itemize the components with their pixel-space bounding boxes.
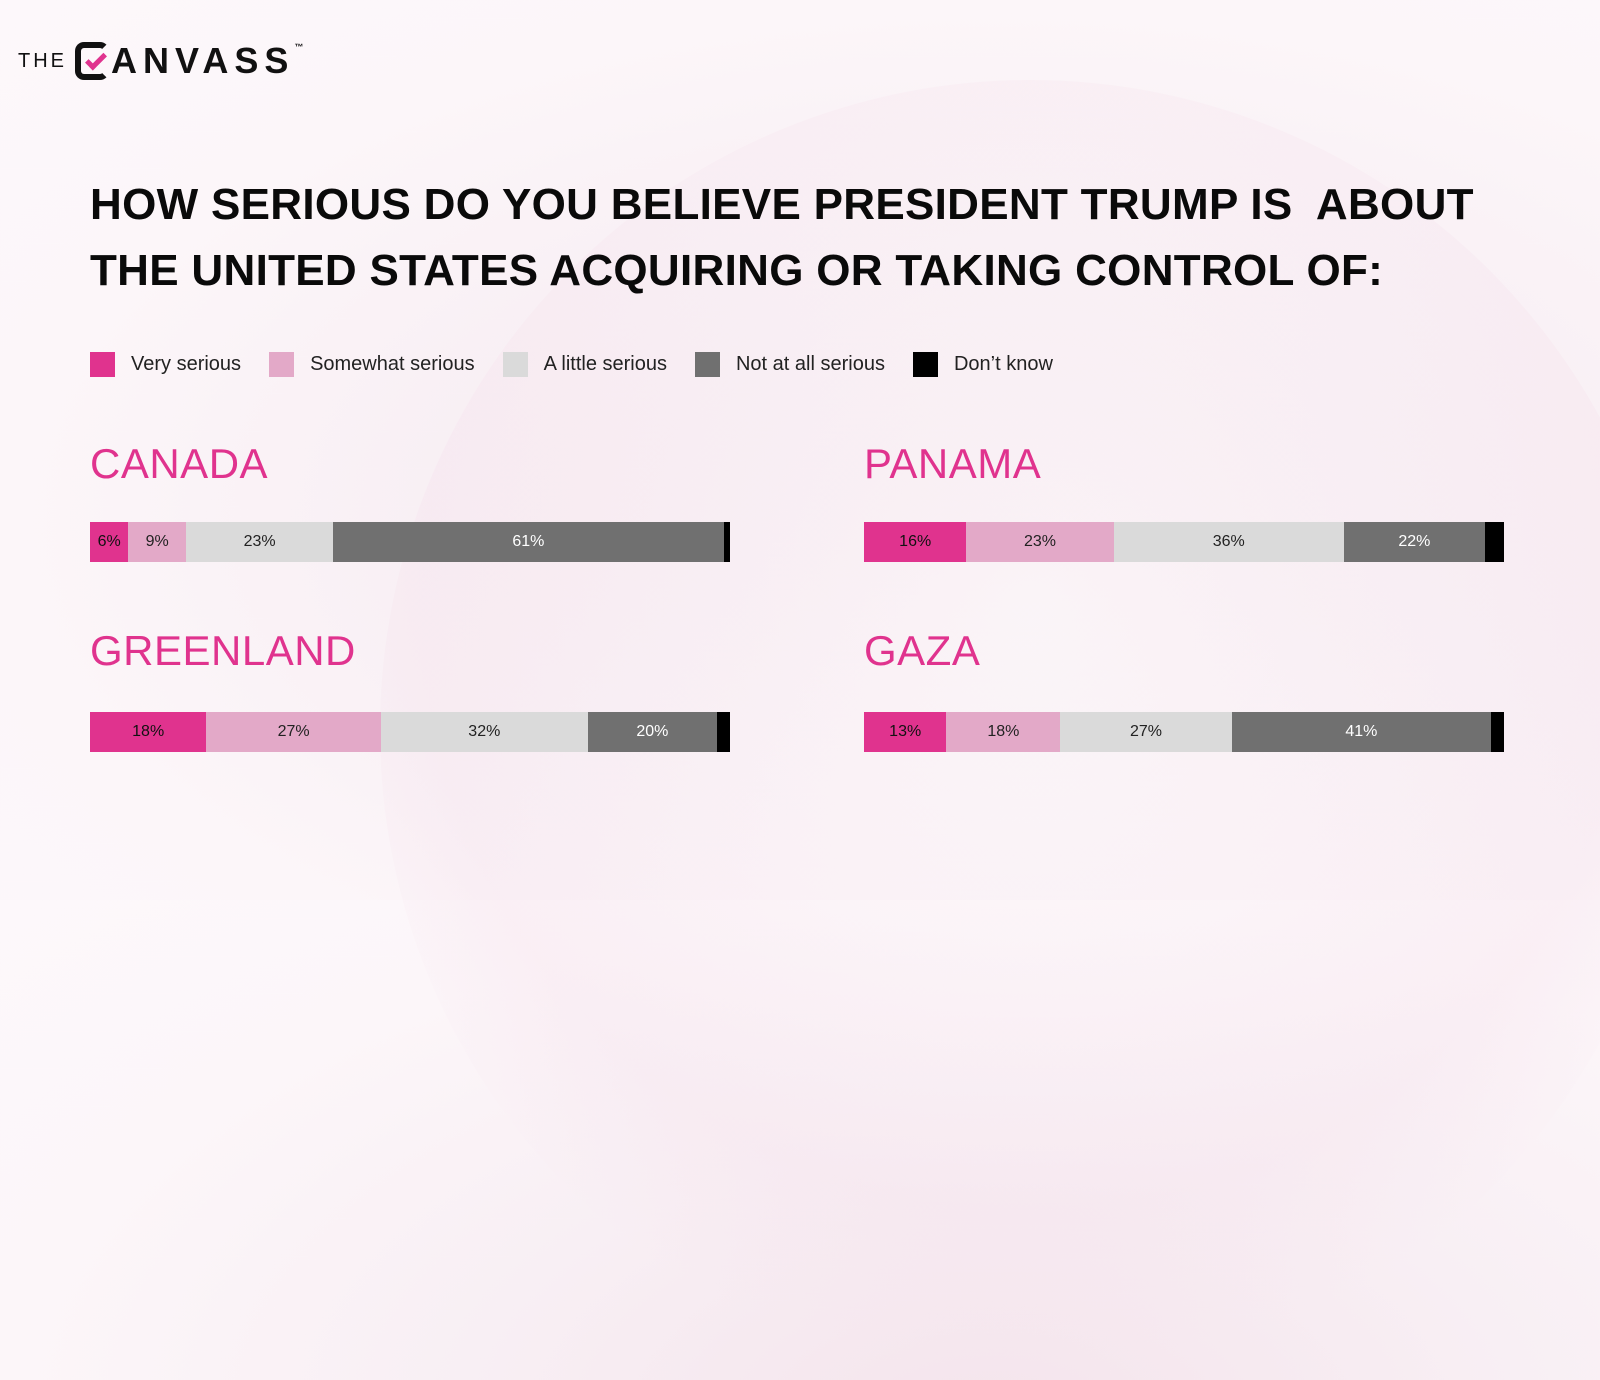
data-label: 27% <box>1129 723 1162 740</box>
chart-panel-panama: PANAMA 16% 23% 36% 22% <box>864 440 1504 562</box>
bar-segment: 20% <box>587 712 718 752</box>
category-label: PANAMA <box>864 440 1042 487</box>
bar-segment: 16% <box>864 522 967 562</box>
chart-title: HOW SERIOUS DO YOU BELIEVE PRESIDENT TRU… <box>90 172 1530 304</box>
bar-segment <box>1491 712 1504 752</box>
chart-title-line-1: HOW SERIOUS DO YOU BELIEVE PRESIDENT TRU… <box>90 180 1474 229</box>
legend-label: Don’t know <box>953 353 1053 375</box>
stacked-bar: 13% 18% 27% 41% <box>864 712 1504 752</box>
data-label: 13% <box>889 723 922 740</box>
bar-segment: 23% <box>966 522 1114 562</box>
data-label: 6% <box>97 533 121 550</box>
data-label: 18% <box>987 723 1020 740</box>
bar-segment: 9% <box>128 522 186 562</box>
category-label: GAZA <box>864 627 981 674</box>
chart-panel-gaza: GAZA 13% 18% 27% 41% <box>864 627 1504 752</box>
logo-checkbox-icon <box>75 42 109 80</box>
legend-label: Somewhat serious <box>310 353 475 375</box>
bar-segment: 32% <box>380 712 588 752</box>
data-label: 23% <box>1023 533 1056 550</box>
bar-segment: 36% <box>1113 522 1344 562</box>
bar-segment: 27% <box>1060 712 1232 752</box>
bar-segment: 18% <box>946 712 1061 752</box>
data-label: 61% <box>512 533 545 550</box>
stacked-bar: 6% 9% 23% 61% <box>90 522 730 562</box>
bar-segment: 22% <box>1343 522 1485 562</box>
chart-title-line-2: THE UNITED STATES ACQUIRING OR TAKING CO… <box>90 246 1384 295</box>
brand-logo: THE ANVASS ™ <box>18 38 303 84</box>
data-label: 23% <box>243 533 276 550</box>
data-label: 20% <box>636 723 669 740</box>
legend-item: Don’t know <box>912 352 1053 377</box>
bar-segment <box>717 712 730 752</box>
data-label: 27% <box>277 723 310 740</box>
data-label: 18% <box>132 723 165 740</box>
bar-segment: 23% <box>185 522 334 562</box>
legend-swatch <box>90 352 115 377</box>
data-label: 9% <box>145 533 169 550</box>
legend-item: Not at all serious <box>694 352 885 377</box>
data-label: 16% <box>899 533 932 550</box>
bar-segment: 27% <box>206 712 381 752</box>
legend-label: A little serious <box>543 353 667 375</box>
legend-swatch <box>694 352 720 377</box>
data-label: 22% <box>1398 533 1431 550</box>
legend-item: Somewhat serious <box>269 352 475 377</box>
category-label: CANADA <box>90 440 269 487</box>
stacked-bar: 18% 27% 32% 20% <box>90 712 730 752</box>
chart-panel-canada: CANADA 6% 9% 23% 61% <box>90 440 730 562</box>
legend-label: Very serious <box>131 353 242 375</box>
bar-segment <box>723 522 730 562</box>
logo-prefix: THE <box>18 49 67 72</box>
legend-swatch <box>502 352 528 377</box>
logo-word: ANVASS <box>111 40 295 81</box>
bar-segment: 41% <box>1231 712 1492 752</box>
data-label: 32% <box>468 723 501 740</box>
bar-segment: 61% <box>333 522 724 562</box>
bar-segment: 18% <box>90 712 207 752</box>
chart-legend: Very serious Somewhat serious A little ser… <box>90 352 1081 377</box>
bar-segment <box>1484 522 1504 562</box>
legend-swatch <box>912 352 938 377</box>
logo-trademark: ™ <box>294 42 304 52</box>
data-label: 41% <box>1345 723 1378 740</box>
data-label: 36% <box>1212 533 1245 550</box>
chart-panel-greenland: GREENLAND 18% 27% 32% 20% <box>90 627 730 752</box>
stacked-bar: 16% 23% 36% 22% <box>864 522 1504 562</box>
bar-segment: 13% <box>864 712 947 752</box>
bar-segment: 6% <box>90 522 129 562</box>
legend-item: Very serious <box>90 352 241 377</box>
legend-item: A little serious <box>502 352 667 377</box>
legend-label: Not at all serious <box>735 353 885 375</box>
category-label: GREENLAND <box>90 627 356 674</box>
legend-swatch <box>269 352 295 377</box>
